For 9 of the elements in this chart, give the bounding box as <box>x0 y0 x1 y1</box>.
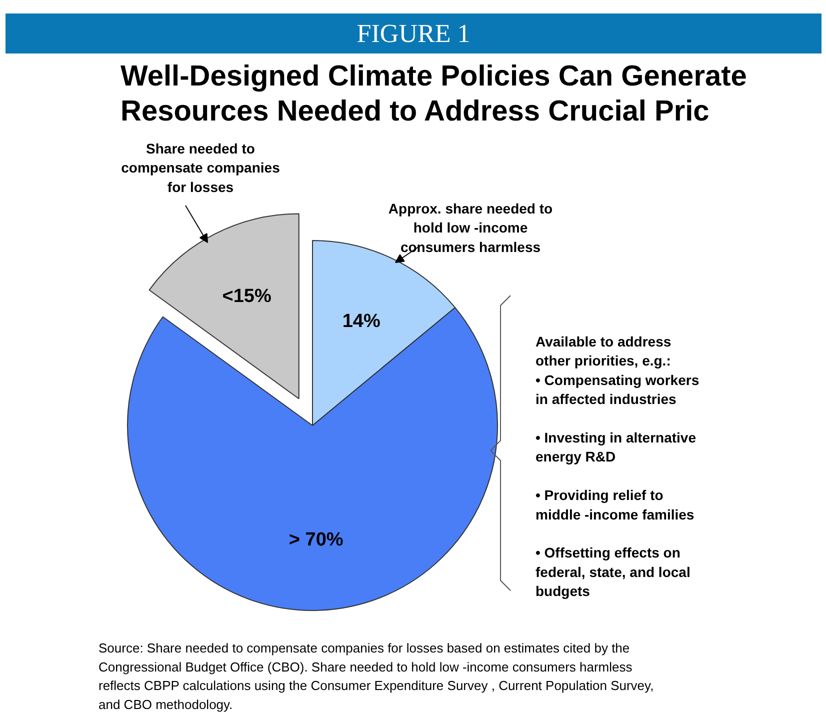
slice-label: Approx. share needed to hold low -income consumers harmless <box>388 200 553 255</box>
data-label: <15% <box>222 286 272 308</box>
category-label: Available to address other priorities, e.g.: • Compensating workers in affected industries • Investing in alternative energy R&D • Providing relief to middle -income families • Offsetting effects on federal, state, and local budgets <box>536 334 700 600</box>
data-label: > 70% <box>288 530 344 551</box>
source-note: Source: Share needed to compensate companies for losses based on estimates cited by the Congressional Budget Office (CBO). Share needed to hold low -income consumers harmless reflects CBPP calculations using the Consumer Expenditure Survey , Current Population Survey, and CBO methodology. <box>98 640 654 712</box>
data-label: 14% <box>342 311 380 332</box>
chart-title: FIGURE 1 <box>356 19 470 48</box>
slice-label: Share needed to compensate companies for losses <box>121 140 280 195</box>
chart-subtitle: Well-Designed Climate Policies Can Generate Resources Needed to Address Crucial Pric <box>120 60 747 128</box>
